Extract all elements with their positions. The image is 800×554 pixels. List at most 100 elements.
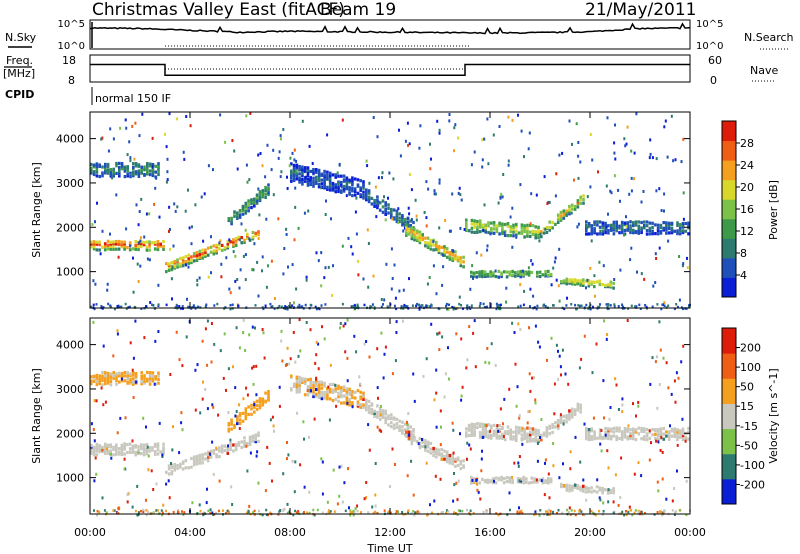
echo-cell <box>349 511 352 514</box>
echo-cell <box>403 217 407 222</box>
echo-cell <box>146 162 149 166</box>
echo-cell <box>125 227 128 231</box>
echo-cell <box>320 394 324 398</box>
echo-cell <box>311 169 314 173</box>
echo-cell <box>236 419 239 423</box>
echo-cell <box>250 407 253 411</box>
echo-cell <box>462 260 465 264</box>
echo-cell <box>317 342 320 346</box>
date-label: 21/May/2011 <box>585 0 697 20</box>
echo-cell <box>595 485 599 489</box>
echo-cell <box>429 305 432 308</box>
echo-cell <box>534 432 537 436</box>
echo-cell <box>145 245 149 249</box>
echo-cell <box>537 235 540 239</box>
echo-cell <box>356 178 360 182</box>
echo-cell <box>430 157 432 161</box>
x-tick-label: 08:00 <box>274 526 306 539</box>
echo-cell <box>511 269 514 273</box>
echo-cell <box>620 227 624 231</box>
echo-cell <box>227 422 231 426</box>
echo-cell <box>257 481 260 485</box>
echo-cell <box>163 132 166 136</box>
echo-cell <box>267 513 269 517</box>
echo-cell <box>637 426 641 430</box>
colorbar-tick-label: -200 <box>740 478 765 491</box>
echo-cell <box>244 417 248 421</box>
echo-cell <box>645 228 649 233</box>
echo-cell <box>219 349 222 353</box>
echo-cell <box>604 228 607 232</box>
echo-cell <box>426 282 429 286</box>
echo-cell <box>264 391 267 395</box>
echo-cell <box>680 360 683 364</box>
echo-cell <box>228 510 231 514</box>
echo-cell <box>195 251 199 255</box>
echo-cell <box>552 442 555 445</box>
echo-cell <box>519 275 523 279</box>
echo-cell <box>627 510 630 514</box>
echo-cell <box>212 405 215 409</box>
echo-cell <box>409 224 412 228</box>
echo-cell <box>604 430 607 434</box>
noise-strip: N.Sky N.Search 10^5 10^0 10^5 10^0 <box>5 19 794 52</box>
echo-cell <box>120 243 124 247</box>
echo-cell <box>256 450 259 454</box>
echo-cell <box>523 226 526 231</box>
echo-cell <box>445 460 449 464</box>
echo-cell <box>676 434 679 439</box>
echo-cell <box>604 283 607 287</box>
echo-cell <box>407 227 411 231</box>
echo-cell <box>674 511 676 514</box>
echo-cell <box>185 115 188 118</box>
echo-cell <box>187 466 190 470</box>
echo-cell <box>481 275 484 279</box>
echo-cell <box>257 230 260 234</box>
echo-cell <box>432 449 435 453</box>
time-x-ticks: 00:00 04:00 08:00 12:00 16:00 20:00 00:00 <box>74 112 706 539</box>
echo-cell <box>470 226 474 230</box>
echo-cell <box>257 431 260 435</box>
echo-cell <box>348 180 351 184</box>
echo-cell <box>295 385 299 389</box>
echo-cell <box>101 448 104 452</box>
echo-cell <box>371 303 374 306</box>
echo-cell <box>687 226 690 230</box>
echo-cell <box>109 452 112 456</box>
echo-cell <box>601 229 605 233</box>
x-tick-label: 16:00 <box>474 526 506 539</box>
echo-cell <box>681 427 685 431</box>
echo-cell <box>486 244 489 248</box>
echo-cell <box>614 377 617 381</box>
echo-cell <box>145 240 149 244</box>
echo-cell <box>523 235 526 239</box>
echo-cell <box>312 184 315 188</box>
echo-cell <box>612 491 615 495</box>
echo-cell <box>186 297 188 301</box>
echo-cell <box>220 262 223 266</box>
echo-cell <box>132 290 135 294</box>
echo-cell <box>355 196 358 200</box>
echo-cell <box>585 223 588 227</box>
echo-cell <box>167 262 171 266</box>
echo-cell <box>90 166 93 170</box>
echo-cell <box>305 278 308 282</box>
echo-cell <box>250 202 253 206</box>
echo-cell <box>244 201 248 205</box>
echo-cell <box>615 223 618 227</box>
echo-cell <box>132 380 135 384</box>
echo-cell <box>251 235 255 239</box>
echo-cell <box>171 448 174 452</box>
beam-label: Beam 19 <box>320 0 396 20</box>
echo-cell <box>402 229 405 233</box>
echo-cell <box>125 307 128 310</box>
echo-cell <box>675 371 678 375</box>
echo-cell <box>126 380 129 384</box>
echo-cell <box>478 230 482 234</box>
echo-cell <box>308 178 311 182</box>
echo-cell <box>109 168 113 172</box>
echo-cell <box>670 114 673 118</box>
echo-cell <box>215 455 218 459</box>
colorbar-swatch <box>722 403 736 430</box>
echo-cell <box>492 429 496 433</box>
